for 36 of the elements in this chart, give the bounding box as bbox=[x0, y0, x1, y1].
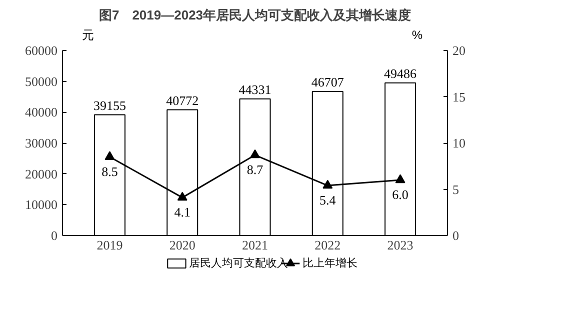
data-label: 8.5 bbox=[102, 164, 118, 179]
data-label: 39155 bbox=[93, 98, 126, 113]
y-tick-label: 40000 bbox=[25, 104, 58, 120]
point bbox=[395, 174, 406, 184]
y2-tick-label: 15 bbox=[452, 89, 466, 104]
y-tick-label: 20000 bbox=[25, 166, 58, 182]
chart-title: 图7 2019—2023年居民人均可支配收入及其增长速度 bbox=[98, 8, 412, 22]
y-tick-label: 0 bbox=[51, 228, 58, 243]
legend-label: 比上年增长 bbox=[302, 256, 358, 270]
data-label: 4.1 bbox=[174, 204, 190, 220]
y2-tick-label: 10 bbox=[452, 136, 466, 150]
y-tick-label: 60000 bbox=[25, 43, 58, 58]
data-label: 49486 bbox=[384, 66, 418, 81]
data-label: 44331 bbox=[238, 82, 272, 97]
data-label: 40772 bbox=[166, 92, 199, 108]
y2-axis-title: % bbox=[412, 28, 423, 42]
y-tick-label: 50000 bbox=[25, 74, 58, 89]
y2-tick-label: 5 bbox=[452, 182, 459, 197]
x-tick-label: 2022 bbox=[314, 238, 341, 252]
y2-tick-label: 20 bbox=[452, 43, 466, 58]
x-tick-label: 2019 bbox=[96, 238, 123, 252]
y-axis-title: 元 bbox=[82, 28, 94, 42]
data-label: 6.0 bbox=[392, 187, 408, 202]
data-label: 46707 bbox=[311, 74, 344, 90]
y2-tick-label: 0 bbox=[452, 228, 459, 243]
point bbox=[322, 180, 333, 189]
y-tick-label: 10000 bbox=[25, 197, 58, 212]
x-tick-label: 2023 bbox=[387, 238, 414, 252]
data-label: 8.7 bbox=[246, 162, 264, 178]
y-tick-label: 30000 bbox=[25, 136, 58, 150]
data-label: 5.4 bbox=[320, 192, 336, 208]
point bbox=[104, 151, 115, 160]
x-tick-label: 2021 bbox=[242, 238, 268, 252]
x-tick-label: 2020 bbox=[169, 238, 196, 252]
point bbox=[250, 149, 260, 158]
point bbox=[177, 192, 188, 201]
